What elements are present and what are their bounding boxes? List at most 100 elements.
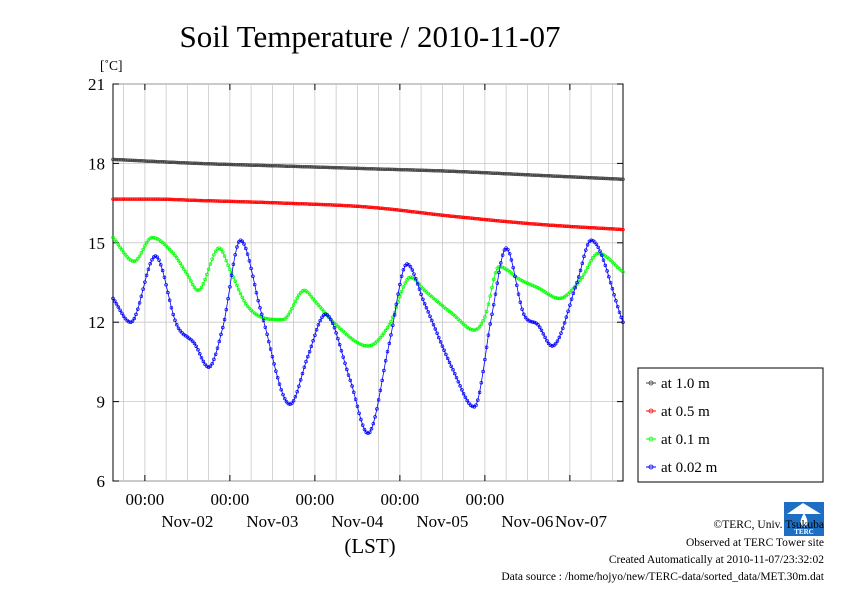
data-point	[235, 199, 239, 204]
data-point	[314, 301, 319, 305]
series-line	[113, 198, 624, 230]
data-point	[580, 225, 585, 229]
data-point	[267, 200, 271, 205]
data-point	[467, 170, 471, 174]
data-point	[437, 335, 441, 340]
data-point	[116, 305, 121, 309]
data-point	[534, 285, 538, 289]
data-point	[406, 276, 411, 280]
data-point	[530, 320, 535, 324]
data-point	[555, 339, 560, 343]
data-point	[584, 225, 588, 230]
series-line	[112, 239, 624, 434]
data-point	[247, 163, 252, 167]
data-point	[463, 215, 468, 220]
data-point	[495, 218, 500, 223]
data-point	[295, 164, 299, 169]
data-point	[456, 169, 461, 174]
data-point	[529, 221, 533, 226]
data-point	[477, 390, 482, 395]
data-point	[130, 197, 135, 201]
data-point	[190, 198, 195, 203]
data-point	[120, 311, 124, 316]
data-point	[274, 164, 278, 168]
data-point	[422, 301, 427, 306]
data-point	[615, 177, 620, 181]
legend-box	[637, 367, 824, 483]
y-tick-label: 12	[88, 313, 105, 332]
data-point	[350, 204, 354, 208]
data-point	[399, 274, 404, 279]
data-point	[369, 343, 374, 347]
legend-marker	[648, 408, 654, 414]
data-point	[546, 174, 551, 178]
data-point	[201, 282, 206, 286]
data-point	[228, 199, 232, 204]
data-point	[258, 200, 262, 205]
data-point	[408, 168, 413, 172]
data-point	[233, 199, 237, 204]
data-point	[127, 319, 131, 324]
data-point	[228, 267, 232, 272]
data-point	[445, 169, 450, 173]
data-point	[284, 164, 289, 168]
data-point	[213, 162, 218, 166]
data-point	[380, 333, 384, 338]
data-point	[284, 399, 289, 404]
x-time-label: 00:00	[211, 490, 250, 509]
data-point	[470, 404, 475, 409]
data-point	[451, 169, 455, 174]
data-point	[382, 167, 386, 171]
data-point	[233, 279, 237, 283]
data-point	[323, 202, 328, 207]
data-point	[552, 223, 556, 228]
data-point	[336, 166, 340, 170]
data-point	[208, 199, 213, 203]
data-point	[555, 223, 560, 228]
data-point	[240, 239, 245, 243]
data-point	[387, 341, 392, 346]
data-point	[242, 242, 246, 246]
data-point	[307, 292, 312, 297]
data-point	[265, 200, 269, 205]
data-point	[603, 263, 608, 268]
data-point	[509, 258, 514, 262]
data-point	[166, 160, 170, 164]
data-point	[313, 202, 317, 207]
data-point	[562, 174, 567, 179]
y-tick-label: 6	[97, 472, 106, 491]
data-point	[249, 163, 253, 167]
data-point	[433, 212, 438, 217]
data-point	[435, 169, 439, 173]
data-point	[236, 240, 241, 244]
data-point	[290, 306, 294, 311]
data-point	[605, 269, 609, 273]
data-point	[555, 296, 560, 300]
data-point	[180, 160, 184, 165]
data-point	[281, 164, 285, 168]
data-point	[582, 175, 586, 180]
data-point	[222, 162, 227, 167]
data-point	[113, 237, 117, 242]
data-point	[580, 175, 585, 180]
data-point	[375, 206, 379, 210]
data-point	[121, 250, 126, 255]
data-point	[608, 280, 613, 285]
data-point	[612, 227, 616, 231]
data-point	[180, 264, 184, 268]
series-at-0-02-m	[111, 238, 625, 436]
data-point	[236, 287, 241, 292]
data-point	[194, 344, 198, 348]
data-point	[481, 369, 485, 374]
data-point	[481, 217, 485, 222]
data-point	[286, 313, 291, 317]
legend-marker	[648, 380, 654, 386]
data-point	[431, 212, 436, 216]
data-point	[575, 175, 579, 179]
data-point	[309, 165, 314, 169]
data-point	[596, 245, 600, 250]
data-point	[291, 303, 296, 307]
data-point	[408, 265, 413, 269]
series-at-0-5-m	[111, 197, 625, 232]
